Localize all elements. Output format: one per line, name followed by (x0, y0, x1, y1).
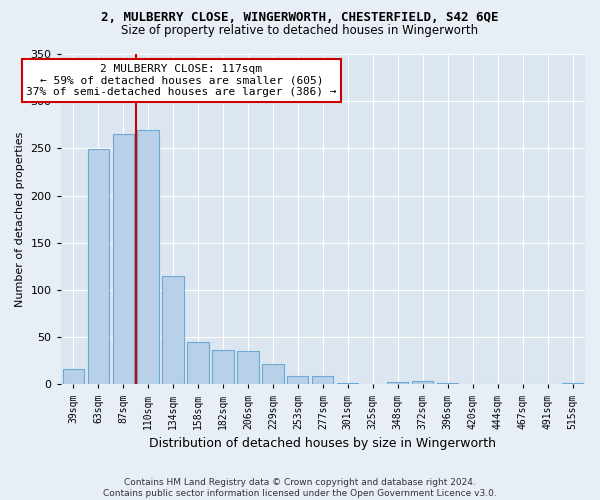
Bar (238, 352, 259, 384)
Bar (137, 130, 159, 384)
Y-axis label: Number of detached properties: Number of detached properties (15, 132, 25, 307)
Bar (312, 376, 334, 384)
Bar (62, 370, 84, 384)
Bar (163, 276, 184, 384)
Bar (262, 364, 284, 384)
Text: 2 MULBERRY CLOSE: 117sqm
← 59% of detached houses are smaller (605)
37% of semi-: 2 MULBERRY CLOSE: 117sqm ← 59% of detach… (26, 64, 337, 97)
Bar (412, 380, 433, 384)
Bar (113, 134, 134, 384)
Text: Contains HM Land Registry data © Crown copyright and database right 2024.
Contai: Contains HM Land Registry data © Crown c… (103, 478, 497, 498)
Bar (212, 350, 233, 384)
X-axis label: Distribution of detached houses by size in Wingerworth: Distribution of detached houses by size … (149, 437, 496, 450)
Bar (187, 342, 209, 384)
Text: 2, MULBERRY CLOSE, WINGERWORTH, CHESTERFIELD, S42 6QE: 2, MULBERRY CLOSE, WINGERWORTH, CHESTERF… (101, 11, 499, 24)
Bar (287, 376, 308, 384)
Bar (562, 382, 583, 384)
Bar (437, 382, 458, 384)
Bar (88, 150, 109, 384)
Bar (337, 382, 358, 384)
Bar (387, 382, 409, 384)
Text: Size of property relative to detached houses in Wingerworth: Size of property relative to detached ho… (121, 24, 479, 37)
